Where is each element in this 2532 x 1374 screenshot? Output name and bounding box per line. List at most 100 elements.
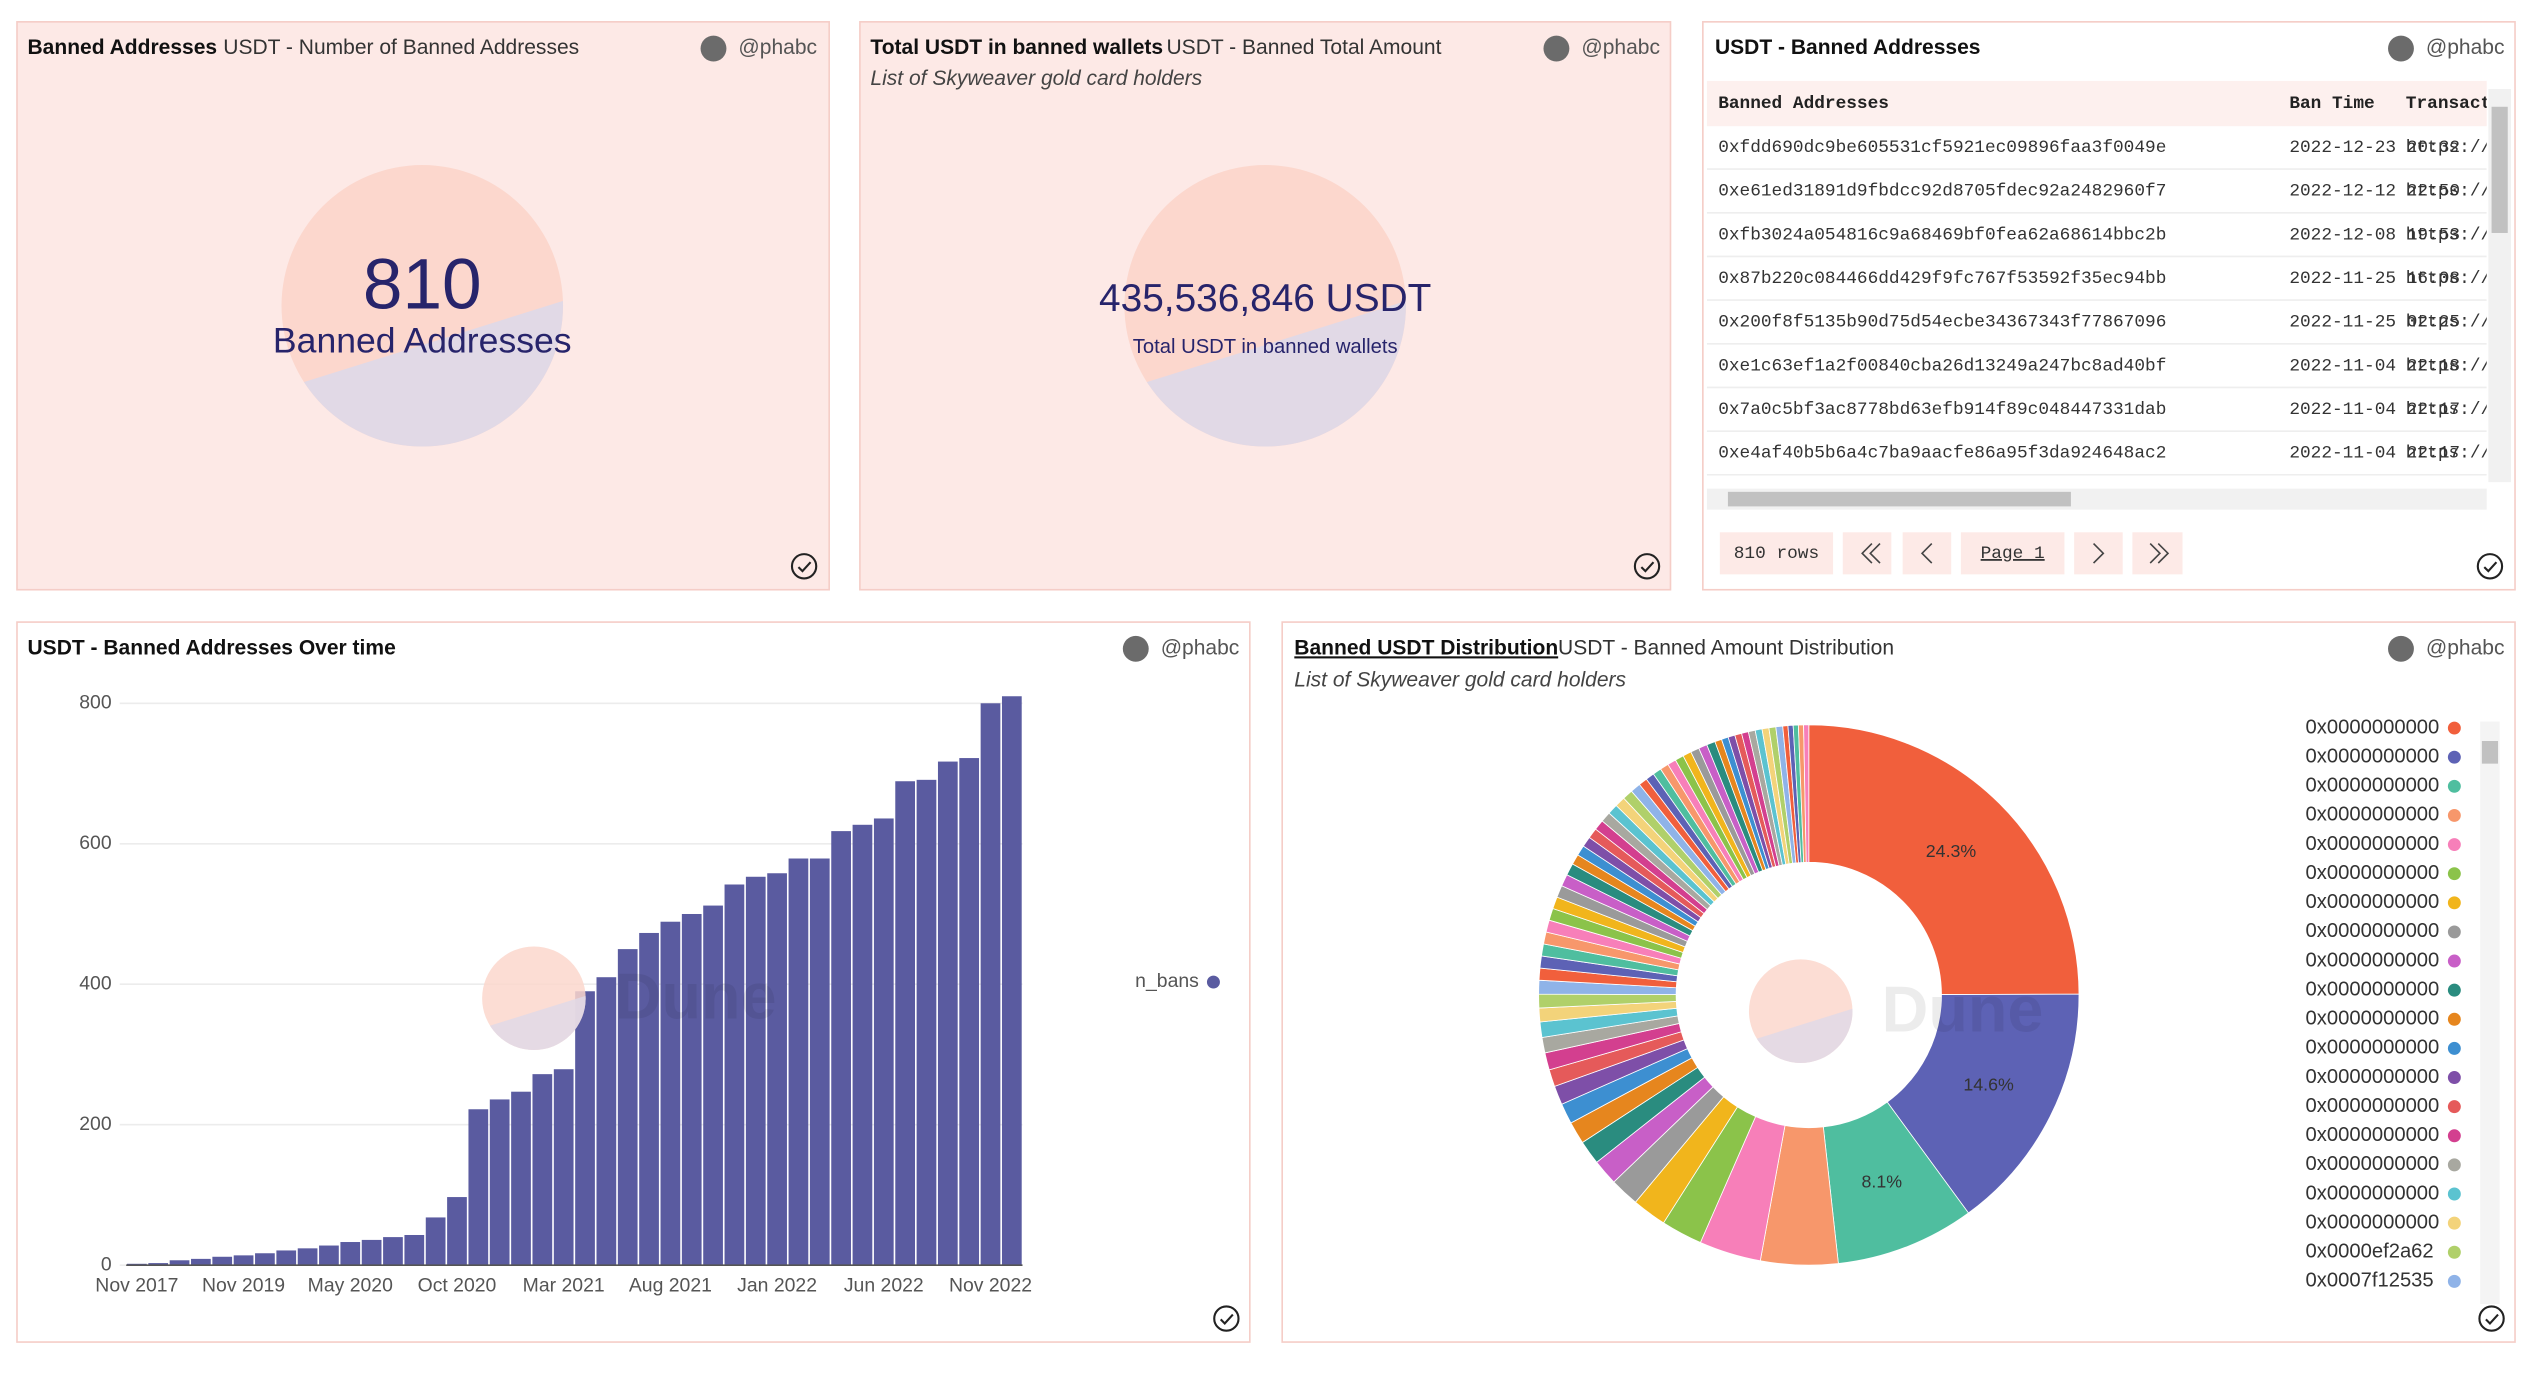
bar	[617, 949, 638, 1266]
legend-label: 0x0000000000	[2306, 746, 2440, 768]
author[interactable]: @phabc	[2426, 36, 2505, 59]
legend-label: 0x0000000000	[2306, 1008, 2440, 1030]
bar	[596, 977, 617, 1266]
legend-swatch	[2447, 779, 2461, 793]
widget-description: List of Skyweaver gold card holders	[1294, 669, 1626, 692]
legend-label: 0x0000000000	[2306, 716, 2440, 738]
bar	[916, 779, 937, 1266]
legend-label: 0x0000000000	[2306, 833, 2440, 855]
bar	[767, 873, 787, 1266]
avatar	[2388, 635, 2414, 662]
widget-subtitle: USDT - Banned Amount Distribution	[1558, 636, 1894, 659]
widget-title: Banned Addresses	[28, 36, 218, 59]
prev-page[interactable]	[1902, 532, 1952, 575]
bar	[809, 858, 830, 1266]
legend-label: 0x0000000000	[2306, 862, 2440, 884]
scroll-thumb[interactable]	[1727, 491, 2071, 507]
first-page[interactable]	[1842, 532, 1892, 575]
widget-title[interactable]: Banned USDT Distribution	[1294, 636, 1558, 659]
legend-label: 0x0000ef2a62	[2306, 1241, 2434, 1263]
legend-swatch	[2447, 1100, 2461, 1114]
page-label[interactable]: Page 1	[1981, 544, 2045, 564]
x-tick-label: Nov 2017	[95, 1274, 178, 1296]
table-cell: https://	[2406, 269, 2491, 289]
legend-label: 0x0000000000	[2306, 804, 2440, 826]
bar	[660, 921, 681, 1266]
table-cell: https://	[2406, 444, 2491, 464]
scroll-thumb[interactable]	[2481, 740, 2499, 764]
legend-label: 0x0000000000	[2306, 978, 2440, 1000]
legend-swatch	[2447, 838, 2461, 852]
bar	[383, 1237, 403, 1266]
legend-swatch	[2447, 925, 2461, 939]
bar	[361, 1239, 382, 1266]
column-header: Banned Addresses	[1718, 94, 1889, 114]
data-label: 8.1%	[1862, 1171, 1903, 1191]
legend-label: n_bans	[1135, 970, 1199, 992]
author[interactable]: @phabc	[2426, 636, 2505, 659]
bar	[639, 932, 659, 1266]
icon	[1861, 543, 1881, 564]
author[interactable]: @phabc	[1161, 636, 1240, 659]
column-header: Transact	[2406, 94, 2491, 114]
legend-label: 0x0007f12535	[2306, 1270, 2434, 1292]
bar	[575, 991, 595, 1266]
legend-swatch	[2447, 867, 2461, 881]
legend-swatch	[2447, 983, 2461, 997]
legend-label: 0x0000000000	[2306, 891, 2440, 913]
legend-swatch	[2447, 750, 2461, 764]
author[interactable]: @phabc	[1581, 36, 1660, 59]
x-tick-label: Aug 2021	[629, 1274, 712, 1296]
bar	[169, 1260, 190, 1266]
table-cell: https://	[2406, 400, 2491, 420]
bar	[447, 1197, 467, 1266]
y-tick-label: 800	[79, 691, 112, 713]
bar	[937, 761, 958, 1266]
table-cell: 2022-11-04 22:17	[2289, 400, 2460, 420]
table-cell: 2022-11-25 02:25	[2289, 313, 2460, 333]
table-cell: 0xfb3024a054816c9a68469bf0fea62a68614bbc…	[1718, 225, 2166, 245]
x-tick-label: Nov 2022	[949, 1274, 1032, 1296]
legend-swatch	[2447, 1071, 2461, 1084]
legend-swatch	[2447, 896, 2461, 910]
legend-label: 0x0000000000	[2306, 1037, 2440, 1059]
bar	[895, 781, 915, 1266]
author[interactable]: @phabc	[738, 36, 817, 59]
pie-slice	[1808, 724, 2080, 995]
next-page[interactable]	[2074, 532, 2123, 575]
page-box[interactable]	[1960, 532, 2065, 575]
legend-swatch	[2447, 1187, 2461, 1201]
table-cell: 2022-12-12 22:50	[2289, 182, 2460, 202]
bar	[703, 905, 723, 1266]
table-cell: 0x7a0c5bf3ac8778bd63efb914f89c048447331d…	[1718, 400, 2166, 420]
widget-title: USDT - Banned Addresses Over time	[28, 636, 396, 659]
bar	[468, 1109, 489, 1266]
widget-title: Total USDT in banned wallets	[870, 36, 1163, 59]
table-header	[1706, 80, 2487, 127]
bar	[873, 818, 894, 1266]
legend-swatch	[2447, 1041, 2461, 1055]
table-cell: https://	[2406, 138, 2491, 158]
x-tick-label: Oct 2020	[418, 1274, 497, 1296]
legend-label: 0x0000000000	[2306, 1211, 2440, 1233]
table-body: Banned Addresses Ban Time Transact 0xfdd690…	[1706, 94, 2491, 476]
last-page[interactable]	[2132, 532, 2183, 575]
scrollbar[interactable]	[2480, 721, 2500, 1305]
legend-label: 0x0000000000	[2306, 1066, 2440, 1088]
counter-value: 810	[363, 245, 482, 324]
bar	[340, 1242, 361, 1266]
table-cell: 2022-12-08 19:53	[2289, 225, 2460, 245]
legend-swatch	[2447, 721, 2461, 735]
table-cell: 0x200f8f5135b90d75d54ecbe34367343f778670…	[1718, 313, 2166, 333]
icon	[1920, 543, 1933, 564]
bar	[532, 1074, 553, 1266]
legend-swatch	[2447, 1216, 2461, 1230]
icon	[2092, 543, 2105, 564]
bar	[831, 831, 851, 1266]
widget-title: USDT - Banned Addresses	[1715, 36, 1980, 59]
table-cell: 0xe1c63ef1a2f00840cba26d13249a247bc8ad40…	[1718, 356, 2166, 376]
watermark-text: Dune	[1882, 973, 2044, 1046]
scroll-thumb[interactable]	[2491, 106, 2508, 233]
bar	[489, 1099, 510, 1266]
